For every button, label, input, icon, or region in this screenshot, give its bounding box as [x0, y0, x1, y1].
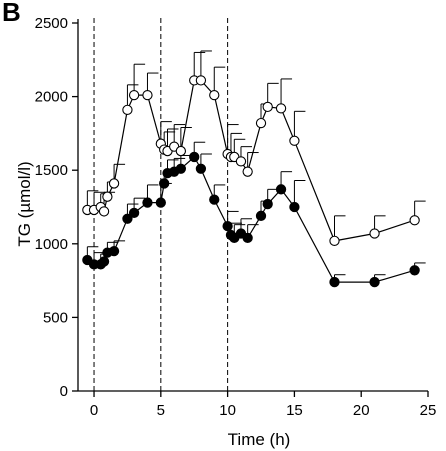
open-data-point	[128, 89, 140, 101]
open-data-point	[175, 145, 187, 157]
open-data-point	[262, 101, 273, 113]
x-tick-label: 20	[353, 402, 370, 419]
series-lines	[87, 79, 415, 283]
open-data-point	[369, 228, 380, 239]
y-tick-label: 0	[60, 383, 68, 400]
open-data-point	[195, 75, 207, 86]
filled-data-point	[209, 194, 220, 205]
filled-data-point	[289, 201, 300, 213]
open-data-point	[122, 104, 133, 115]
y-tick-label: 2000	[35, 89, 68, 106]
filled-data-point	[369, 276, 380, 288]
filled-data-point	[242, 232, 253, 244]
x-tick-label: 25	[420, 402, 437, 419]
panel-label: B	[2, 0, 21, 27]
filled-data-point	[329, 276, 340, 288]
filled-data-point	[255, 210, 267, 221]
open-data-point	[142, 89, 153, 101]
open-data-point	[98, 206, 110, 217]
filled-data-point	[222, 220, 233, 232]
y-tick-label: 2500	[35, 15, 68, 32]
open-data-point	[235, 156, 247, 167]
error-bars	[86, 50, 426, 283]
filled-data-point	[409, 265, 420, 276]
x-tick-label: 10	[219, 402, 236, 419]
x-axis-label: Time (h)	[228, 430, 291, 449]
filled-data-point	[159, 178, 170, 189]
x-tick-label: 0	[90, 402, 98, 419]
y-axis-label: TG (µmol/l)	[15, 161, 34, 246]
filled-data-point	[195, 163, 207, 174]
filled-data-point	[262, 198, 273, 210]
data-markers	[82, 75, 420, 288]
open-data-point	[255, 117, 267, 129]
series-line	[87, 156, 415, 283]
filled-data-point	[155, 197, 166, 208]
filled-data-point	[275, 184, 287, 195]
x-tick-label: 15	[286, 402, 303, 419]
open-data-point	[209, 89, 220, 101]
filled-data-point	[128, 207, 140, 219]
filled-data-point	[189, 151, 200, 163]
filled-data-point	[175, 163, 187, 174]
x-tick-label: 5	[157, 402, 165, 419]
open-data-point	[409, 215, 420, 226]
axis-ticks: 0 500 1000 1500 2000 2500 0 5 10 15 20 25	[35, 15, 437, 419]
open-data-point	[102, 191, 113, 202]
open-data-point	[289, 135, 300, 146]
open-data-point	[275, 103, 287, 114]
open-data-point	[242, 166, 253, 177]
y-tick-label: 500	[43, 309, 68, 326]
y-tick-label: 1500	[35, 162, 68, 179]
filled-data-point	[122, 213, 133, 224]
open-data-point	[329, 235, 340, 247]
filled-data-point	[98, 256, 110, 267]
filled-data-point	[142, 197, 153, 208]
open-data-point	[108, 178, 120, 189]
axes	[77, 19, 428, 392]
filled-data-point	[108, 246, 120, 257]
y-tick-label: 1000	[35, 236, 68, 253]
